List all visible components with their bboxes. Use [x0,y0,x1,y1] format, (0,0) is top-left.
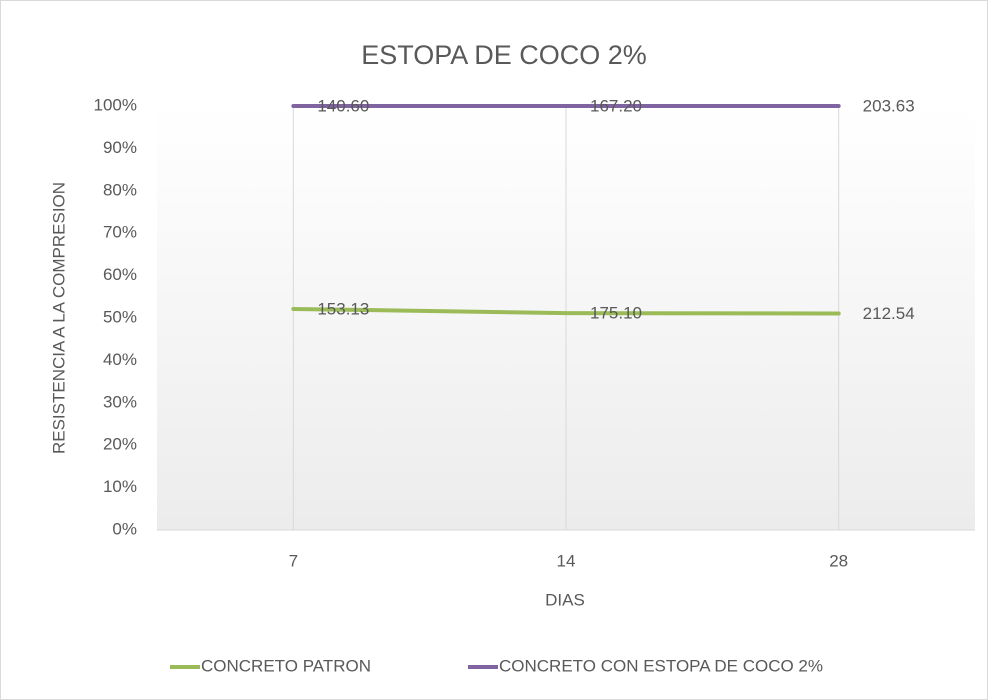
y-tick-label: 30% [103,392,137,411]
data-label: 153.13 [317,299,369,318]
data-label: 212.54 [863,304,915,323]
series-line [291,306,841,316]
y-tick-label: 20% [103,435,137,454]
data-label: 140.60 [317,96,369,115]
y-axis-label: RESISTENCIA A LA COMPRESION [49,182,68,454]
x-axis-label: DIAS [545,590,585,609]
y-tick-label: 10% [103,477,137,496]
chart-title: ESTOPA DE COCO 2% [361,40,647,70]
y-tick-label: 90% [103,138,137,157]
y-tick-label: 50% [103,307,137,326]
y-tick-label: 60% [103,265,137,284]
y-tick-label: 70% [103,223,137,242]
y-tick-label: 40% [103,350,137,369]
y-tick-label: 0% [112,519,137,538]
x-tick-label: 28 [829,551,848,570]
x-tick-label: 7 [289,551,298,570]
data-label: 175.10 [590,304,642,323]
data-label: 167.20 [590,96,642,115]
y-tick-label: 80% [103,180,137,199]
data-label: 203.63 [863,96,915,115]
legend-label: CONCRETO CON ESTOPA DE COCO 2% [499,656,823,675]
x-tick-label: 14 [557,551,576,570]
y-tick-label: 100% [94,95,137,114]
legend-label: CONCRETO PATRON [201,656,371,675]
